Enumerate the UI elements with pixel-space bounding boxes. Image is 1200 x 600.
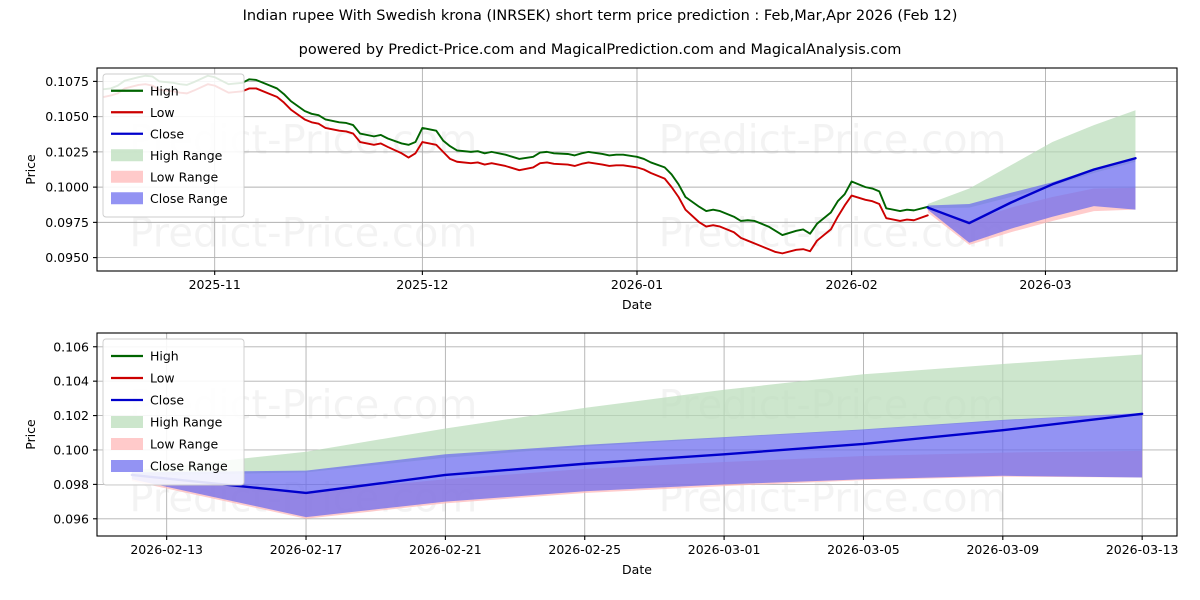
watermark-text: Predict-Price.com: [129, 211, 477, 257]
top-chart-axes: Predict-Price.comPredict-Price.comPredic…: [23, 67, 1178, 312]
legend-item-label: Close Range: [150, 459, 228, 474]
legend-item-close[interactable]: Close: [111, 393, 184, 408]
y-tick-label: 0.0950: [45, 250, 89, 265]
y-tick-label: 0.1050: [45, 109, 89, 124]
axes-frame: [96, 67, 1178, 272]
legend-item-label: Low Range: [150, 437, 219, 452]
x-tick-label: 2026-02-25: [548, 542, 621, 557]
legend-item-close-range[interactable]: Close Range: [111, 459, 228, 474]
x-tick-label: 2026-03-05: [827, 542, 900, 557]
legend-item-label: High Range: [150, 148, 223, 163]
legend-patch-swatch: [111, 416, 143, 428]
x-tick-label: 2026-03-09: [966, 542, 1039, 557]
x-axis-label: Date: [622, 562, 652, 577]
y-tick-label: 0.100: [53, 442, 89, 457]
x-tick-label: 2026-02-17: [270, 542, 343, 557]
x-axis-ticks: 2025-11 2025-12 2026-01 2026-02 2026-03: [189, 271, 1072, 292]
bottom-chart-axes: Predict-Price.comPredict-Price.comPredic…: [23, 332, 1178, 577]
y-tick-label: 0.0975: [45, 215, 89, 230]
y-axis-label: Price: [23, 419, 38, 450]
legend-item-label: Low: [150, 105, 175, 120]
legend-item-label: Low: [150, 371, 175, 386]
legend-patch-swatch: [111, 170, 143, 183]
y-tick-label: 0.106: [53, 339, 89, 354]
y-tick-label: 0.1000: [45, 180, 89, 195]
legend: High Low Close High Range Low Range Close Ran…: [102, 338, 245, 486]
y-tick-label: 0.1075: [45, 74, 89, 89]
legend-item-high[interactable]: High: [111, 349, 179, 364]
x-axis-ticks: 2026-02-13 2026-02-17 2026-02-21 2026-02-25…: [130, 536, 1178, 557]
legend-item-label: High Range: [150, 415, 223, 430]
x-tick-label: 2025-11: [189, 277, 241, 292]
chart-title: Indian rupee With Swedish krona (INRSEK)…: [242, 8, 958, 24]
legend-item-close-range[interactable]: Close Range: [111, 191, 228, 206]
x-tick-label: 2026-03: [1019, 277, 1071, 292]
legend-patch-swatch: [111, 149, 143, 162]
legend-item-high[interactable]: High: [111, 83, 179, 98]
high-range-band: [131, 354, 1143, 476]
legend-item-low[interactable]: Low: [111, 371, 175, 386]
x-tick-label: 2026-03-01: [688, 542, 761, 557]
legend-item-high-range[interactable]: High Range: [111, 148, 223, 163]
legend: High Low Close High Range Low Range Close Ran…: [102, 73, 245, 218]
close-range-band: [131, 412, 1143, 518]
y-axis-label: Price: [23, 154, 38, 185]
y-tick-label: 0.104: [53, 374, 89, 389]
y-tick-label: 0.1025: [45, 144, 89, 159]
chart-subtitle: powered by Predict-Price.com and Magical…: [298, 42, 902, 58]
close-range-band: [927, 157, 1136, 243]
x-tick-label: 2026-01: [611, 277, 663, 292]
high-range-band: [927, 110, 1136, 209]
legend-item-label: High: [150, 83, 179, 98]
axes-frame: [96, 332, 1178, 537]
x-tick-label: 2026-02: [825, 277, 877, 292]
series-group: [130, 354, 1144, 519]
x-axis-label: Date: [622, 297, 652, 312]
x-tick-label: 2026-02-13: [130, 542, 203, 557]
legend-item-label: Close Range: [150, 191, 228, 206]
legend-item-label: High: [150, 349, 179, 364]
close-line: [130, 412, 1144, 495]
legend-item-low-range[interactable]: Low Range: [111, 437, 219, 452]
legend-item-high-range[interactable]: High Range: [111, 415, 223, 430]
y-tick-label: 0.096: [53, 511, 89, 526]
legend-item-low-range[interactable]: Low Range: [111, 169, 219, 184]
x-tick-label: 2026-03-13: [1106, 542, 1179, 557]
y-tick-label: 0.102: [53, 408, 89, 423]
close-line: [926, 157, 1137, 225]
legend-item-low[interactable]: Low: [111, 105, 175, 120]
x-tick-label: 2026-02-21: [409, 542, 482, 557]
legend-item-label: Close: [150, 393, 184, 408]
y-axis-ticks: 0.0950 0.0975 0.1000 0.1025 0.1050 0.1075: [45, 74, 97, 265]
y-tick-label: 0.098: [53, 477, 89, 492]
x-tick-label: 2025-12: [396, 277, 448, 292]
y-axis-ticks: 0.096 0.098 0.100 0.102 0.104 0.106: [53, 339, 97, 526]
legend-patch-swatch: [111, 460, 143, 472]
watermark-text: Predict-Price.com: [659, 117, 1007, 163]
legend-item-label: Close: [150, 126, 184, 141]
legend-item-label: Low Range: [150, 169, 219, 184]
legend-patch-swatch: [111, 438, 143, 450]
legend-item-close[interactable]: Close: [111, 126, 184, 141]
legend-patch-swatch: [111, 192, 143, 205]
